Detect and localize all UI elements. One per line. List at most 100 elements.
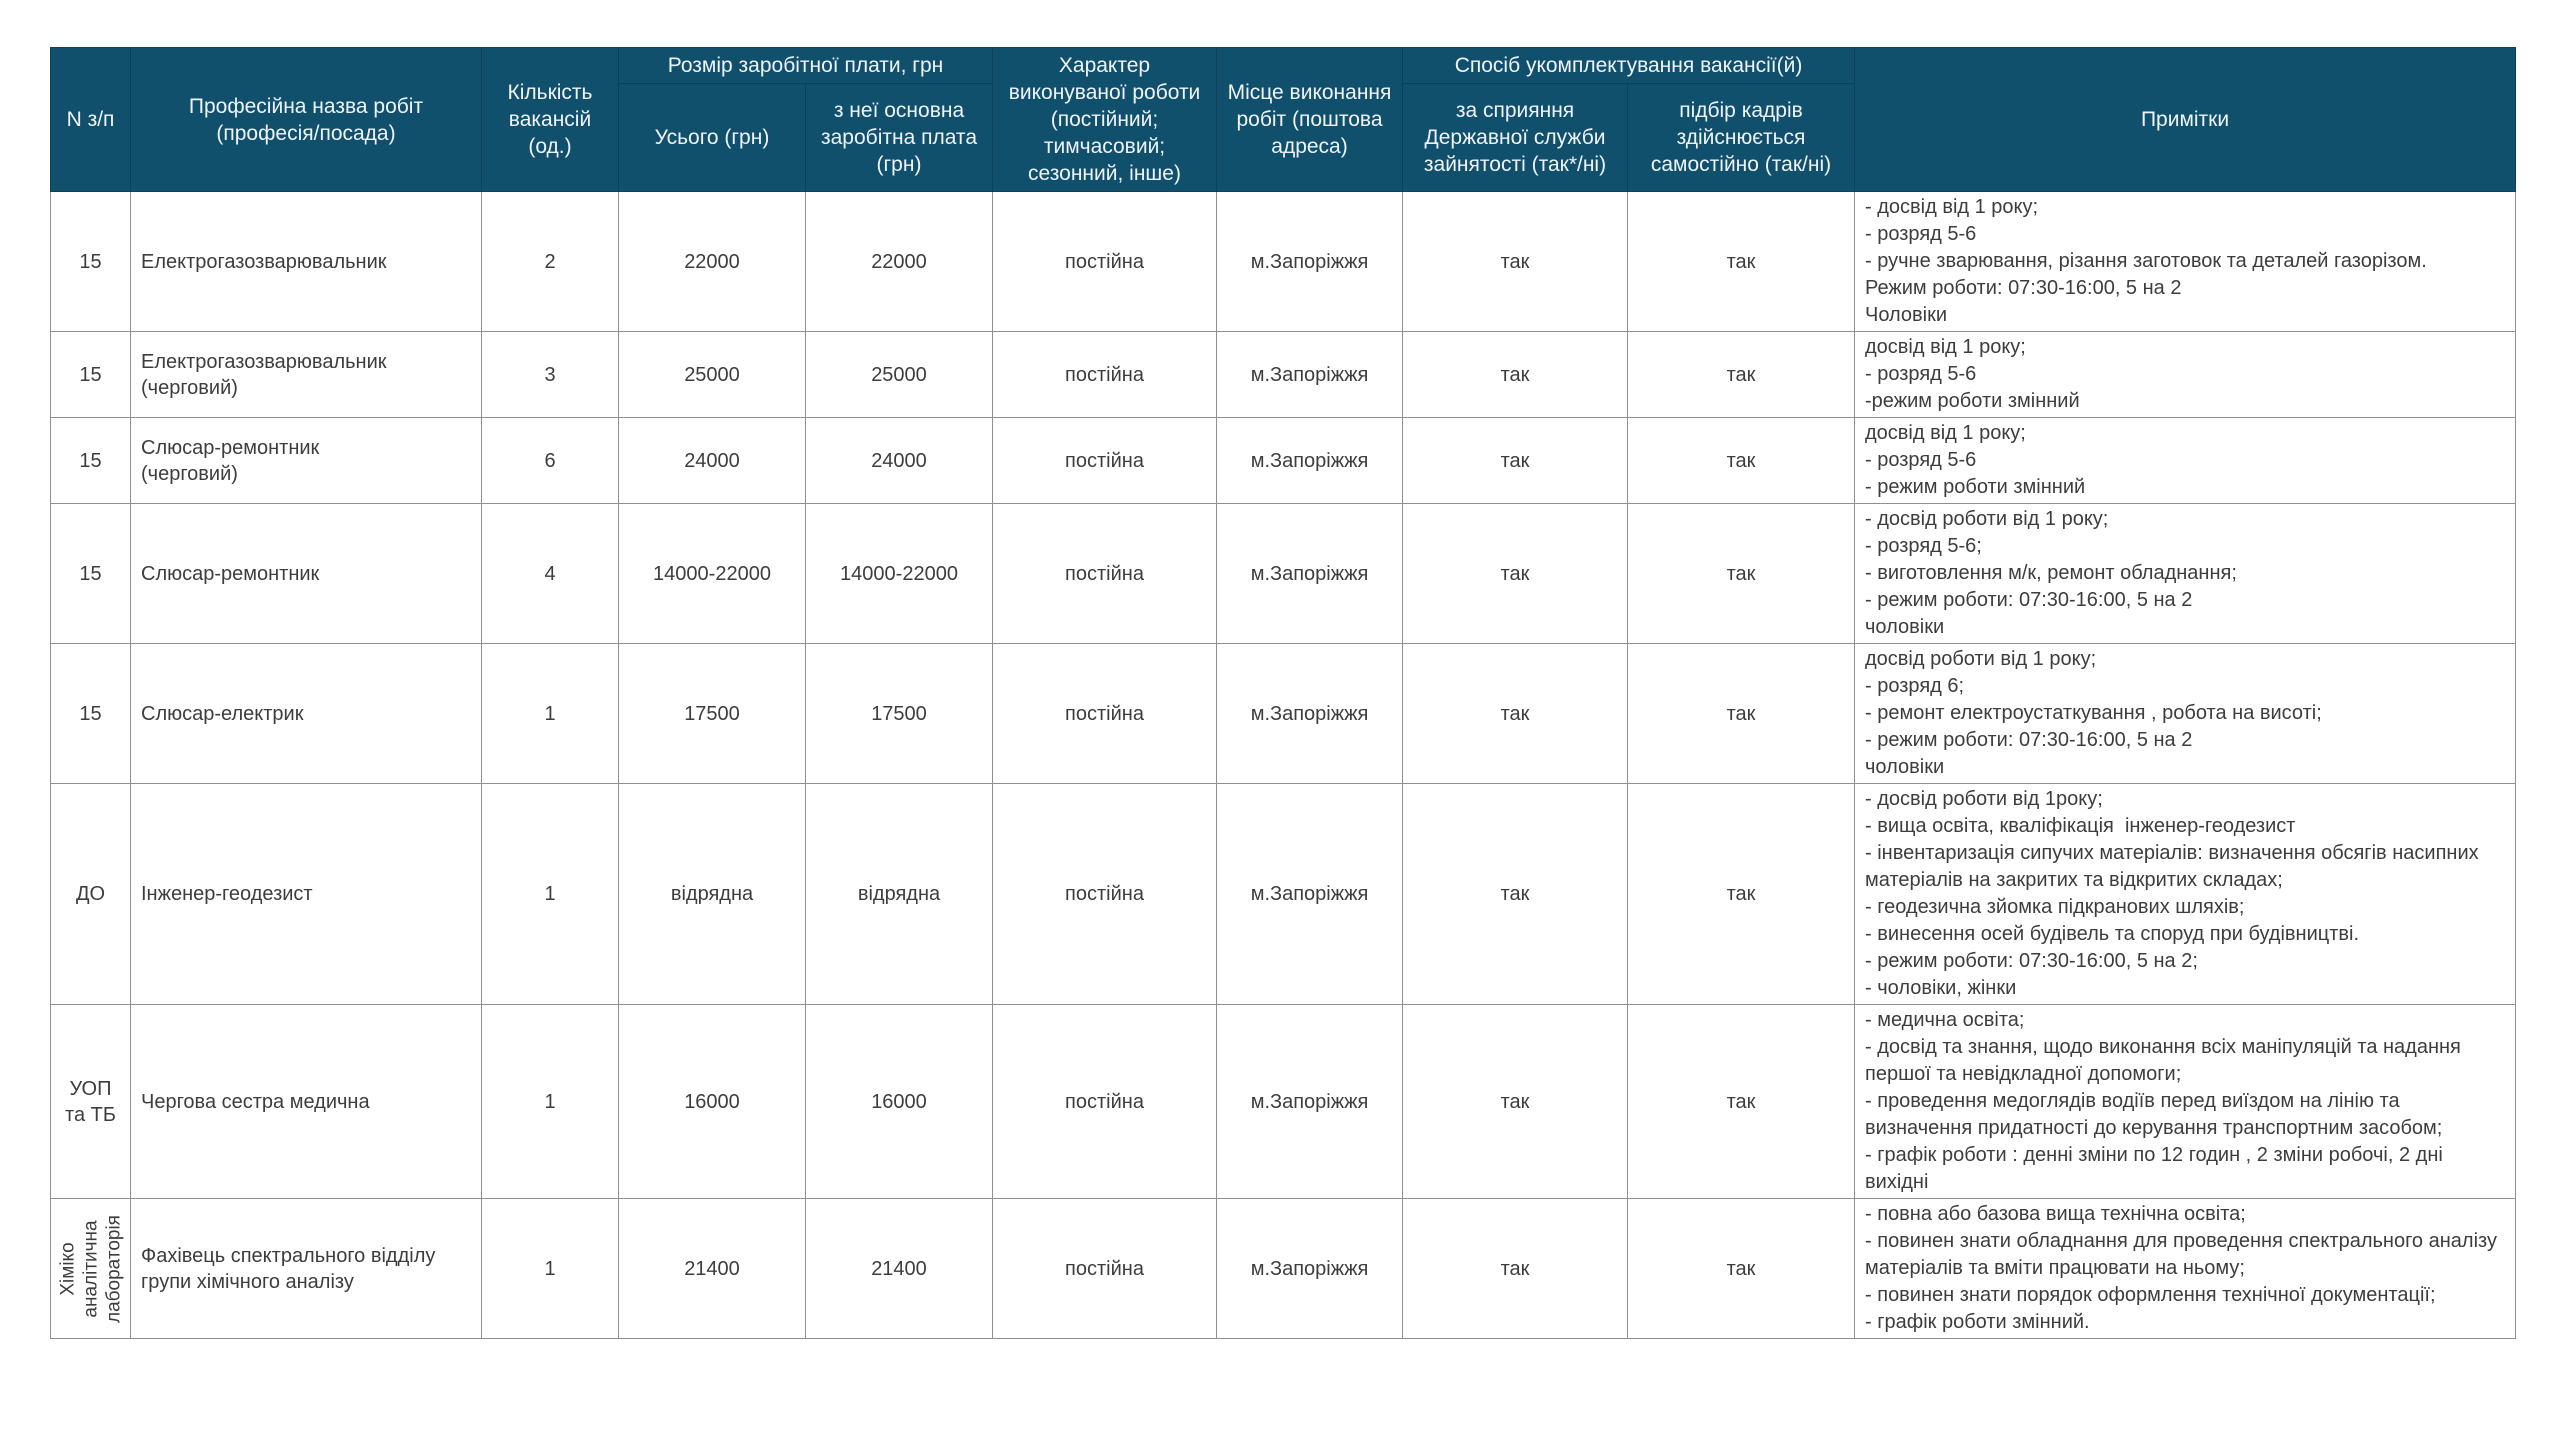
cell-salary-total: 21400 (618, 1198, 806, 1339)
header-row-sub: Усього (грн) з неї основна заробітна пла… (51, 83, 2516, 192)
cell-salary-base: 21400 (805, 1198, 993, 1339)
vacancy-table: N з/п Професійна назва робіт (професія/п… (50, 47, 2517, 1339)
cell-self: так (1626, 417, 1856, 504)
cell-salary-total: 22000 (618, 191, 806, 332)
cell-character: постійна (992, 191, 1217, 332)
col-header-notes: Примітки (1854, 47, 2517, 192)
cell-profession: Чергова сестра медична (130, 1004, 482, 1199)
cell-profession: Фахівець спектрального відділу групи хім… (130, 1198, 482, 1339)
cell-vacancies: 1 (481, 1004, 619, 1199)
cell-notes: досвід від 1 року; - розряд 5-6 -режим р… (1854, 331, 2517, 418)
cell-salary-base: 17500 (805, 643, 993, 784)
cell-vacancies: 3 (481, 331, 619, 418)
cell-profession: Слюсар-ремонтник (черговий) (130, 417, 482, 504)
cell-profession: Слюсар-електрик (130, 643, 482, 784)
table-row: Хіміко аналітична лабораторія Фахівець с… (50, 1198, 2517, 1339)
cell-place: м.Запоріжжя (1216, 643, 1403, 784)
cell-salary-total: 16000 (618, 1004, 806, 1199)
cell-dsz: так (1402, 417, 1628, 504)
col-header-staffing-group: Спосіб укомплектування вакансії(й) (1401, 47, 1856, 84)
cell-salary-total: відрядна (618, 783, 806, 1005)
table-row: 15 Слюсар-ремонтник (черговий) 6 24000 2… (50, 417, 2517, 504)
cell-place: м.Запоріжжя (1216, 783, 1403, 1005)
cell-notes: досвід від 1 року; - розряд 5-6 - режим … (1854, 417, 2517, 504)
col-header-salary-total: Усього (грн) (618, 83, 806, 192)
cell-dsz: так (1402, 783, 1628, 1005)
cell-npp: УОП та ТБ (50, 1004, 131, 1199)
table-row: 15 Слюсар-електрик 1 17500 17500 постійн… (50, 643, 2517, 784)
cell-notes: - досвід від 1 року; - розряд 5-6 - ручн… (1854, 191, 2517, 332)
cell-salary-total: 25000 (618, 331, 806, 418)
cell-place: м.Запоріжжя (1216, 331, 1403, 418)
cell-vacancies: 6 (481, 417, 619, 504)
cell-vacancies: 1 (481, 783, 619, 1005)
cell-salary-base: відрядна (805, 783, 993, 1005)
table-row: 15 Електрогазозварювальник (черговий) 3 … (50, 331, 2517, 418)
cell-profession: Електрогазозварювальник (130, 191, 482, 332)
cell-notes: досвід роботи від 1 року; - розряд 6; - … (1854, 643, 2517, 784)
cell-place: м.Запоріжжя (1216, 503, 1403, 644)
cell-place: м.Запоріжжя (1216, 191, 1403, 332)
cell-salary-base: 14000-22000 (805, 503, 993, 644)
vertical-department-label: Хіміко аналітична лабораторія (57, 1214, 124, 1323)
cell-dsz: так (1402, 331, 1628, 418)
cell-npp: 15 (50, 191, 131, 332)
cell-npp: 15 (50, 331, 131, 418)
cell-self: так (1626, 331, 1856, 418)
cell-character: постійна (992, 331, 1217, 418)
col-header-salary-group: Розмір заробітної плати, грн (618, 47, 993, 84)
cell-character: постійна (992, 1004, 1217, 1199)
table-header: N з/п Професійна назва робіт (професія/п… (50, 47, 2517, 192)
cell-salary-base: 25000 (805, 331, 993, 418)
cell-salary-base: 22000 (805, 191, 993, 332)
cell-vacancies: 4 (481, 503, 619, 644)
header-row-group: N з/п Професійна назва робіт (професія/п… (50, 47, 2517, 192)
cell-self: так (1626, 783, 1856, 1005)
cell-profession: Слюсар-ремонтник (130, 503, 482, 644)
table-row: УОП та ТБ Чергова сестра медична 1 16000… (50, 1004, 2517, 1199)
cell-character: постійна (992, 503, 1217, 644)
cell-vacancies: 1 (481, 1198, 619, 1339)
table-row: 15 Слюсар-ремонтник 4 14000-22000 14000-… (50, 503, 2517, 644)
cell-character: постійна (992, 643, 1217, 784)
col-header-salary-base: з неї основна заробітна плата (грн) (805, 83, 993, 192)
cell-dsz: так (1402, 191, 1628, 332)
cell-self: так (1626, 1004, 1856, 1199)
cell-dsz: так (1402, 503, 1628, 644)
cell-place: м.Запоріжжя (1216, 1198, 1403, 1339)
col-header-npp: N з/п (50, 47, 131, 192)
cell-vacancies: 2 (481, 191, 619, 332)
cell-self: так (1626, 503, 1856, 644)
cell-place: м.Запоріжжя (1216, 417, 1403, 504)
col-header-staffing-dsz: за сприяння Державної служби зайнятості … (1402, 83, 1628, 192)
cell-character: постійна (992, 1198, 1217, 1339)
cell-salary-total: 14000-22000 (618, 503, 806, 644)
cell-dsz: так (1402, 1004, 1628, 1199)
cell-character: постійна (992, 783, 1217, 1005)
cell-dsz: так (1402, 1198, 1628, 1339)
cell-self: так (1626, 1198, 1856, 1339)
cell-npp: Хіміко аналітична лабораторія (50, 1198, 131, 1339)
cell-notes: - повна або базова вища технічна освіта;… (1854, 1198, 2517, 1339)
cell-place: м.Запоріжжя (1216, 1004, 1403, 1199)
cell-self: так (1626, 191, 1856, 332)
cell-salary-base: 16000 (805, 1004, 993, 1199)
col-header-character: Характер виконуваної роботи (постійний; … (992, 47, 1217, 192)
cell-character: постійна (992, 417, 1217, 504)
col-header-vacancies: Кількість вакансій (од.) (481, 47, 619, 192)
cell-notes: - досвід роботи від 1 року; - розряд 5-6… (1854, 503, 2517, 644)
cell-npp: ДО (50, 783, 131, 1005)
cell-salary-total: 17500 (618, 643, 806, 784)
col-header-staffing-self: підбір кадрів здійснюється самостійно (т… (1626, 83, 1856, 192)
col-header-profession: Професійна назва робіт (професія/посада) (130, 47, 482, 192)
table-body: 15 Електрогазозварювальник 2 22000 22000… (50, 191, 2517, 1339)
col-header-place: Місце виконання робіт (поштова адреса) (1216, 47, 1403, 192)
cell-notes: - досвід роботи від 1року; - вища освіта… (1854, 783, 2517, 1005)
cell-vacancies: 1 (481, 643, 619, 784)
cell-npp: 15 (50, 643, 131, 784)
cell-salary-total: 24000 (618, 417, 806, 504)
cell-npp: 15 (50, 417, 131, 504)
table-row: 15 Електрогазозварювальник 2 22000 22000… (50, 191, 2517, 332)
cell-profession: Електрогазозварювальник (черговий) (130, 331, 482, 418)
